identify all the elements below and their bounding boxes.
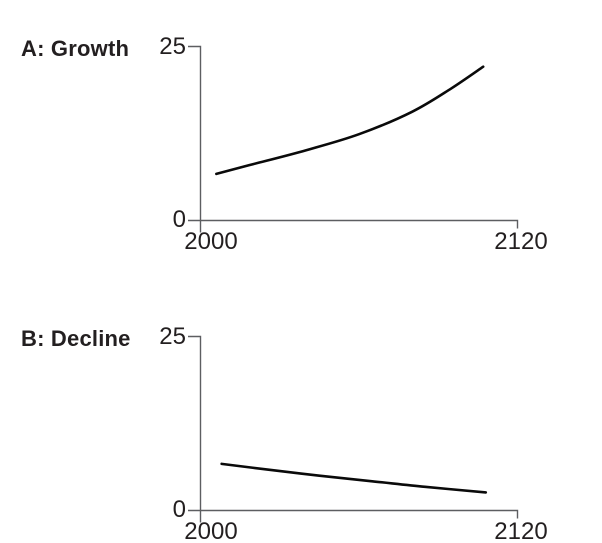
decline-line-plot bbox=[188, 335, 519, 523]
growth-y-axis-max-label: 25 bbox=[159, 33, 186, 60]
chart-title-decline: B: Decline bbox=[21, 326, 131, 351]
growth-x-axis-end-label: 2120 bbox=[494, 228, 548, 255]
decline-x-axis-end-label: 2120 bbox=[494, 518, 548, 543]
chart-title-growth: A: Growth bbox=[21, 36, 130, 61]
growth-x-axis-start-label: 2000 bbox=[184, 228, 238, 255]
decline-y-axis-max-label: 25 bbox=[159, 323, 186, 350]
growth-y-axis-zero-label: 0 bbox=[172, 206, 186, 233]
growth-line-plot bbox=[188, 45, 519, 233]
decline-x-axis-start-label: 2000 bbox=[184, 518, 238, 543]
decline-y-axis-zero-label: 0 bbox=[172, 496, 186, 523]
chart-panel-decline: B: Decline 25 0 2000 2120 bbox=[0, 290, 602, 543]
chart-panel-growth: A: Growth 25 0 2000 2120 bbox=[0, 0, 602, 260]
